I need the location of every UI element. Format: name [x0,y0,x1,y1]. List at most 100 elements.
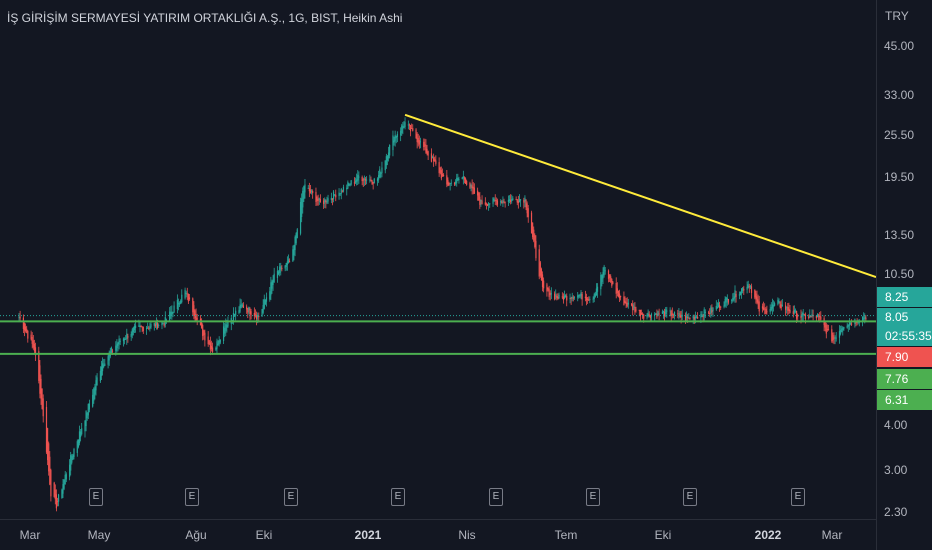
candle-body [341,191,343,193]
candle-body [538,249,540,277]
price-axis-label: 8.05 [877,308,932,326]
candle-body [133,326,136,331]
candle-body [700,314,702,318]
candle-body [187,293,189,302]
candle-body [661,311,664,314]
candle-body [88,403,90,410]
candle-body [57,494,60,502]
candle-body [631,303,633,306]
candle-body [709,312,711,314]
candle-body [185,292,187,295]
candle-body [18,316,20,318]
candle-body [380,172,382,174]
candle-body [196,317,198,320]
candle-body [825,324,827,334]
candle-body [485,203,488,205]
candle-body [416,133,418,143]
candle-body [219,339,221,343]
candle-body [523,199,525,203]
candle-body [239,304,241,312]
candle-body [315,192,317,202]
time-tick-label: Eki [255,528,273,542]
candle-body [332,191,335,200]
candle-body [215,347,217,350]
candle-body [149,326,151,329]
candle-body [111,350,114,352]
earnings-badge[interactable]: E [185,488,199,506]
candle-body [693,317,695,320]
candle-body [803,314,805,316]
candle-body [153,322,155,326]
candle-body [378,174,380,180]
candle-body [820,316,822,320]
candle-body [303,186,305,199]
time-tick-label: Eki [654,528,672,542]
candle-body [347,182,349,189]
candle-body [181,294,183,303]
candle-body [625,301,627,305]
candle-body [79,431,82,438]
candle-body [312,190,314,194]
candle-body [249,308,251,314]
candle-body [466,180,468,185]
candle-body [533,229,535,241]
candle-body [40,378,42,399]
candle-body [716,307,719,309]
candle-body [585,297,588,301]
candle-body [401,125,403,134]
price-axis-label: 8.25 [877,287,932,307]
candle-body [162,323,164,325]
candle-body [317,198,319,202]
candle-body [496,200,499,205]
candle-body [486,204,489,206]
candle-body [101,363,104,372]
candle-body [61,489,63,499]
candle-body [764,308,766,310]
candle-body [603,266,605,276]
candle-body [33,343,35,351]
candle-body [353,182,356,184]
candle-body [301,198,303,218]
candle-body [193,305,195,316]
candle-body [817,315,820,317]
earnings-badge[interactable]: E [284,488,298,506]
candle-body [463,177,466,180]
candle-body [178,303,181,305]
candle-body [50,470,52,497]
candle-body [248,306,250,311]
earnings-badge[interactable]: E [586,488,600,506]
candle-body [670,310,672,317]
candle-body [692,315,694,319]
candle-body [340,189,342,194]
candle-body [225,324,227,331]
earnings-badge[interactable]: E [391,488,405,506]
candle-body [639,309,642,317]
candle-body [354,180,357,183]
candle-body [839,330,842,335]
candle-body [601,275,603,282]
candle-body [392,135,394,151]
candle-body [833,337,835,339]
candle-body [549,292,551,296]
candle-body [295,233,297,244]
earnings-badge[interactable]: E [791,488,805,506]
earnings-badge[interactable]: E [489,488,503,506]
candle-body [689,317,691,320]
earnings-badge[interactable]: E [683,488,697,506]
candle-body [501,201,503,204]
candle-body [481,200,483,205]
candle-body [203,330,205,336]
candle-body [701,315,703,317]
candle-body [400,130,402,136]
candle-body [41,388,43,409]
candle-body [656,314,658,318]
candle-body [669,310,671,312]
price-tick-label: 10.50 [884,267,915,282]
candle-body [462,176,464,179]
candle-body [846,325,848,328]
earnings-badge[interactable]: E [89,488,103,506]
candle-body [81,428,83,435]
candle-body [571,296,573,299]
